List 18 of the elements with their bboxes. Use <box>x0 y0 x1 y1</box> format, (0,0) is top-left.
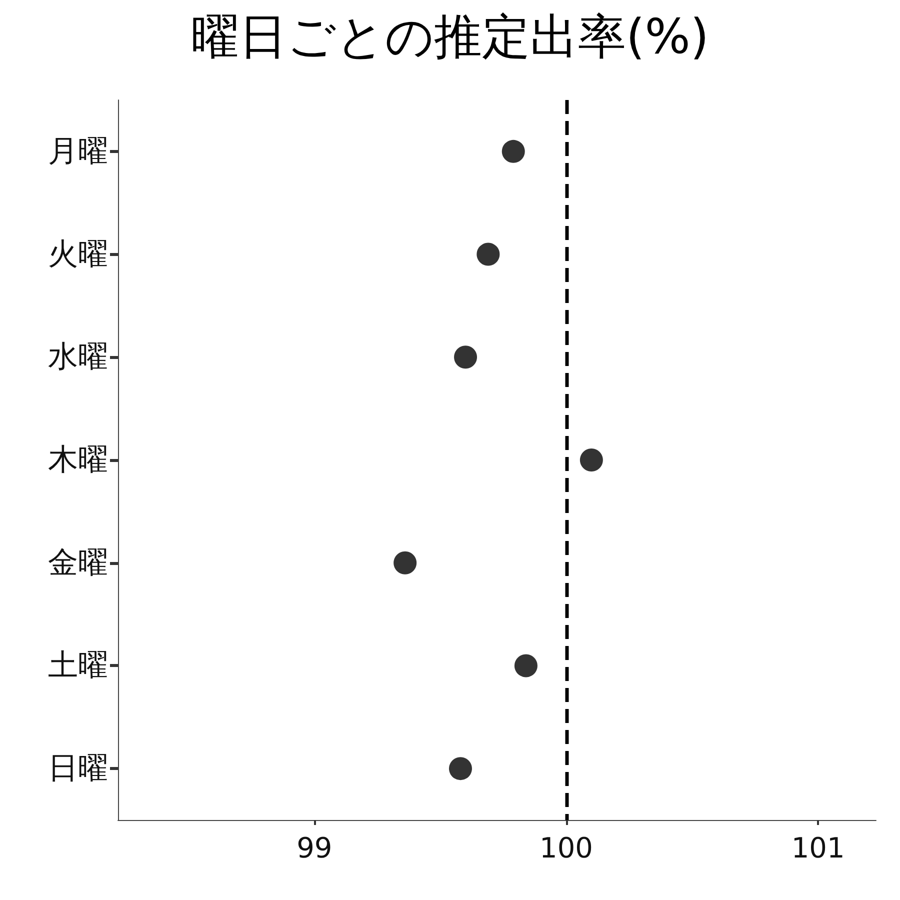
y-tick-label: 火曜 <box>48 236 108 272</box>
point <box>580 448 603 472</box>
point <box>476 242 500 266</box>
point <box>394 551 417 574</box>
y-tick-label: 日曜 <box>48 751 108 786</box>
point <box>514 654 538 678</box>
x-tick-label: 99 <box>296 832 332 864</box>
x-tick-label: 100 <box>540 832 593 864</box>
y-tick-label: 月曜 <box>48 134 108 169</box>
x-tick-label: 101 <box>791 832 845 864</box>
y-tick-label: 金曜 <box>48 545 108 580</box>
point <box>449 757 472 780</box>
point <box>454 346 478 369</box>
y-tick-label: 木曜 <box>48 442 108 478</box>
chart-title: 曜日ごとの推定出率(%) <box>190 9 710 65</box>
y-tick-label: 土曜 <box>48 648 108 684</box>
point <box>502 140 525 163</box>
y-tick-label: 水曜 <box>48 340 108 375</box>
